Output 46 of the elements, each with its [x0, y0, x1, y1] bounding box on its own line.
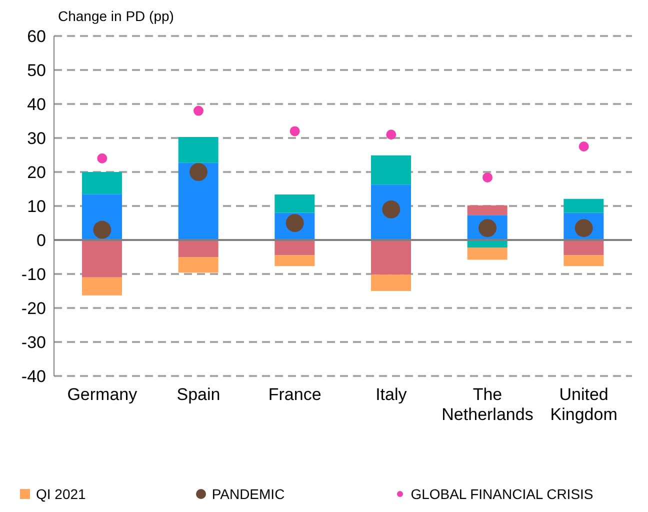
bar [564, 198, 604, 213]
y-tick-label: 0 [36, 231, 46, 250]
y-tick-label: -20 [21, 299, 46, 318]
point [190, 163, 208, 181]
bar [82, 277, 122, 296]
bar [371, 155, 411, 185]
bar [274, 240, 315, 256]
point [93, 220, 112, 239]
x-tick-label: Spain [176, 385, 220, 404]
point [578, 142, 589, 152]
bar [274, 255, 315, 266]
point [290, 126, 300, 136]
y-tick-label: 40 [27, 95, 46, 114]
bar [178, 136, 218, 163]
y-tick-label: 10 [27, 197, 46, 216]
x-tick-label: The Netherlands [442, 385, 534, 424]
bar [178, 257, 218, 273]
legend-label: GLOBAL FINANCIAL CRISIS [410, 486, 594, 502]
y-tick-label: -40 [21, 367, 46, 386]
bar [82, 172, 122, 194]
bar [467, 247, 508, 260]
y-tick-label: -30 [21, 333, 46, 352]
y-tick-label: 50 [27, 61, 46, 80]
x-tick-label: Germany [67, 385, 138, 404]
legend-label: QI 2021 [36, 486, 86, 502]
x-tick-label: France [268, 385, 322, 404]
bar [371, 240, 411, 275]
point [97, 153, 108, 164]
y-tick-label: 30 [27, 129, 46, 148]
y-tick-label: -10 [21, 265, 46, 284]
y-tick-label: 60 [27, 27, 46, 46]
bar [371, 274, 411, 291]
point [482, 172, 492, 182]
y-axis-title: Change in PD (pp) [58, 8, 175, 26]
x-tick-label: Italy [376, 385, 408, 404]
legend-label: PANDEMIC [212, 486, 285, 502]
bar [82, 240, 122, 278]
x-tick-label: United Kingdom [550, 385, 618, 424]
bar [467, 205, 508, 216]
bar [178, 240, 218, 257]
bar [274, 194, 315, 213]
y-tick-label: 20 [27, 163, 46, 182]
point [194, 106, 204, 116]
bar [564, 240, 604, 256]
point [386, 130, 396, 140]
bar [564, 255, 604, 266]
